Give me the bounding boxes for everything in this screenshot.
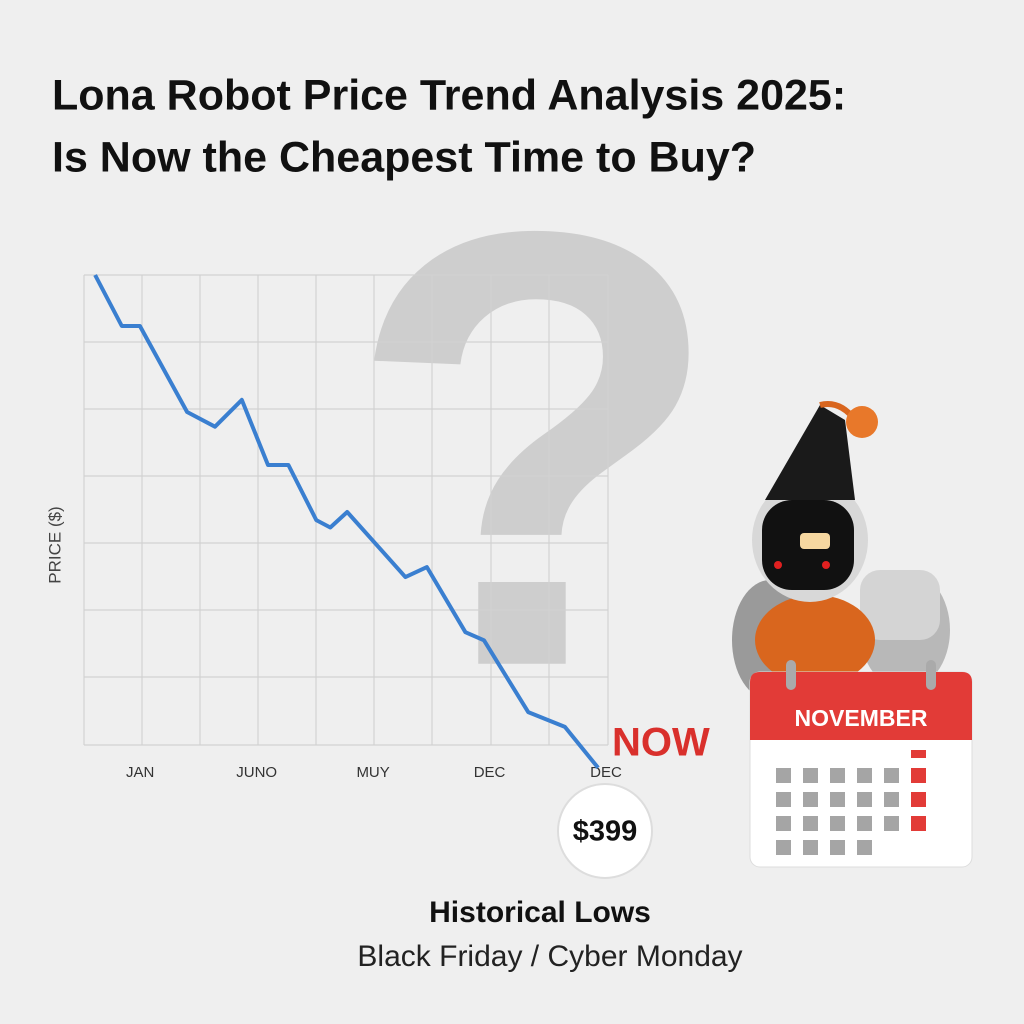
calendar-cell — [857, 816, 872, 831]
calendar-cell — [911, 816, 926, 831]
calendar-cell — [857, 768, 872, 783]
calendar-cell — [857, 840, 872, 855]
now-label: NOW — [612, 721, 710, 765]
title: Lona Robot Price Trend Analysis 2025: — [52, 71, 846, 119]
calendar-cell — [884, 792, 899, 807]
calendar-cell — [803, 816, 818, 831]
calendar-cell — [803, 768, 818, 783]
calendar-cell — [830, 768, 845, 783]
robot — [732, 401, 950, 700]
price-badge — [557, 783, 653, 879]
x-tick-label: DEC — [474, 764, 506, 781]
price-label: $399 — [573, 816, 638, 848]
subline: Black Friday / Cyber Monday — [357, 940, 742, 973]
x-tick-label: JUNO — [236, 764, 277, 781]
headline: Historical Lows — [429, 896, 651, 929]
calendar-cell — [830, 840, 845, 855]
calendar-month: NOVEMBER — [795, 705, 928, 731]
calendar-cell — [830, 792, 845, 807]
x-tick-label: MUY — [356, 764, 389, 781]
calendar-cell — [776, 816, 791, 831]
calendar-cell — [884, 816, 899, 831]
calendar — [749, 660, 973, 868]
calendar-cell — [911, 792, 926, 807]
calendar-cell — [857, 792, 872, 807]
y-axis-label: PRICE ($) — [45, 506, 64, 583]
watermark: ? — [346, 104, 725, 796]
subtitle: Is Now the Cheapest Time to Buy? — [52, 133, 756, 181]
calendar-cell — [803, 792, 818, 807]
grid — [83, 274, 609, 746]
price-line — [93, 274, 600, 770]
x-tick-label: JAN — [126, 764, 154, 781]
x-tick-label: DEC — [590, 764, 622, 781]
calendar-cell — [830, 816, 845, 831]
calendar-cell — [776, 840, 791, 855]
calendar-cell — [884, 768, 899, 783]
calendar-cell — [776, 768, 791, 783]
calendar-cell — [911, 750, 926, 758]
calendar-cell — [803, 840, 818, 855]
calendar-cell — [776, 792, 791, 807]
calendar-cell — [911, 768, 926, 783]
